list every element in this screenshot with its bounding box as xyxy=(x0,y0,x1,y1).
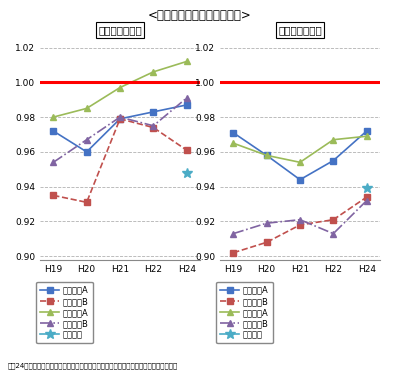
Title: 【公立小学校】: 【公立小学校】 xyxy=(98,25,142,35)
Title: 【公立中学校】: 【公立中学校】 xyxy=(278,25,322,35)
Text: 平成24年度全国学力・学習状況調査　学力調査結果概要（大阪府教育委員会作成）より: 平成24年度全国学力・学習状況調査 学力調査結果概要（大阪府教育委員会作成）より xyxy=(8,362,178,369)
Legend: 小・国語A, 小・国語B, 小・算数A, 小・算数B, 小・理科: 小・国語A, 小・国語B, 小・算数A, 小・算数B, 小・理科 xyxy=(36,282,93,343)
Text: <正答率の全国平均との比較>: <正答率の全国平均との比較> xyxy=(148,9,252,22)
Legend: 中・国語A, 中・国語B, 中・数学A, 中・数学B, 中・理科: 中・国語A, 中・国語B, 中・数学A, 中・数学B, 中・理科 xyxy=(216,282,273,343)
